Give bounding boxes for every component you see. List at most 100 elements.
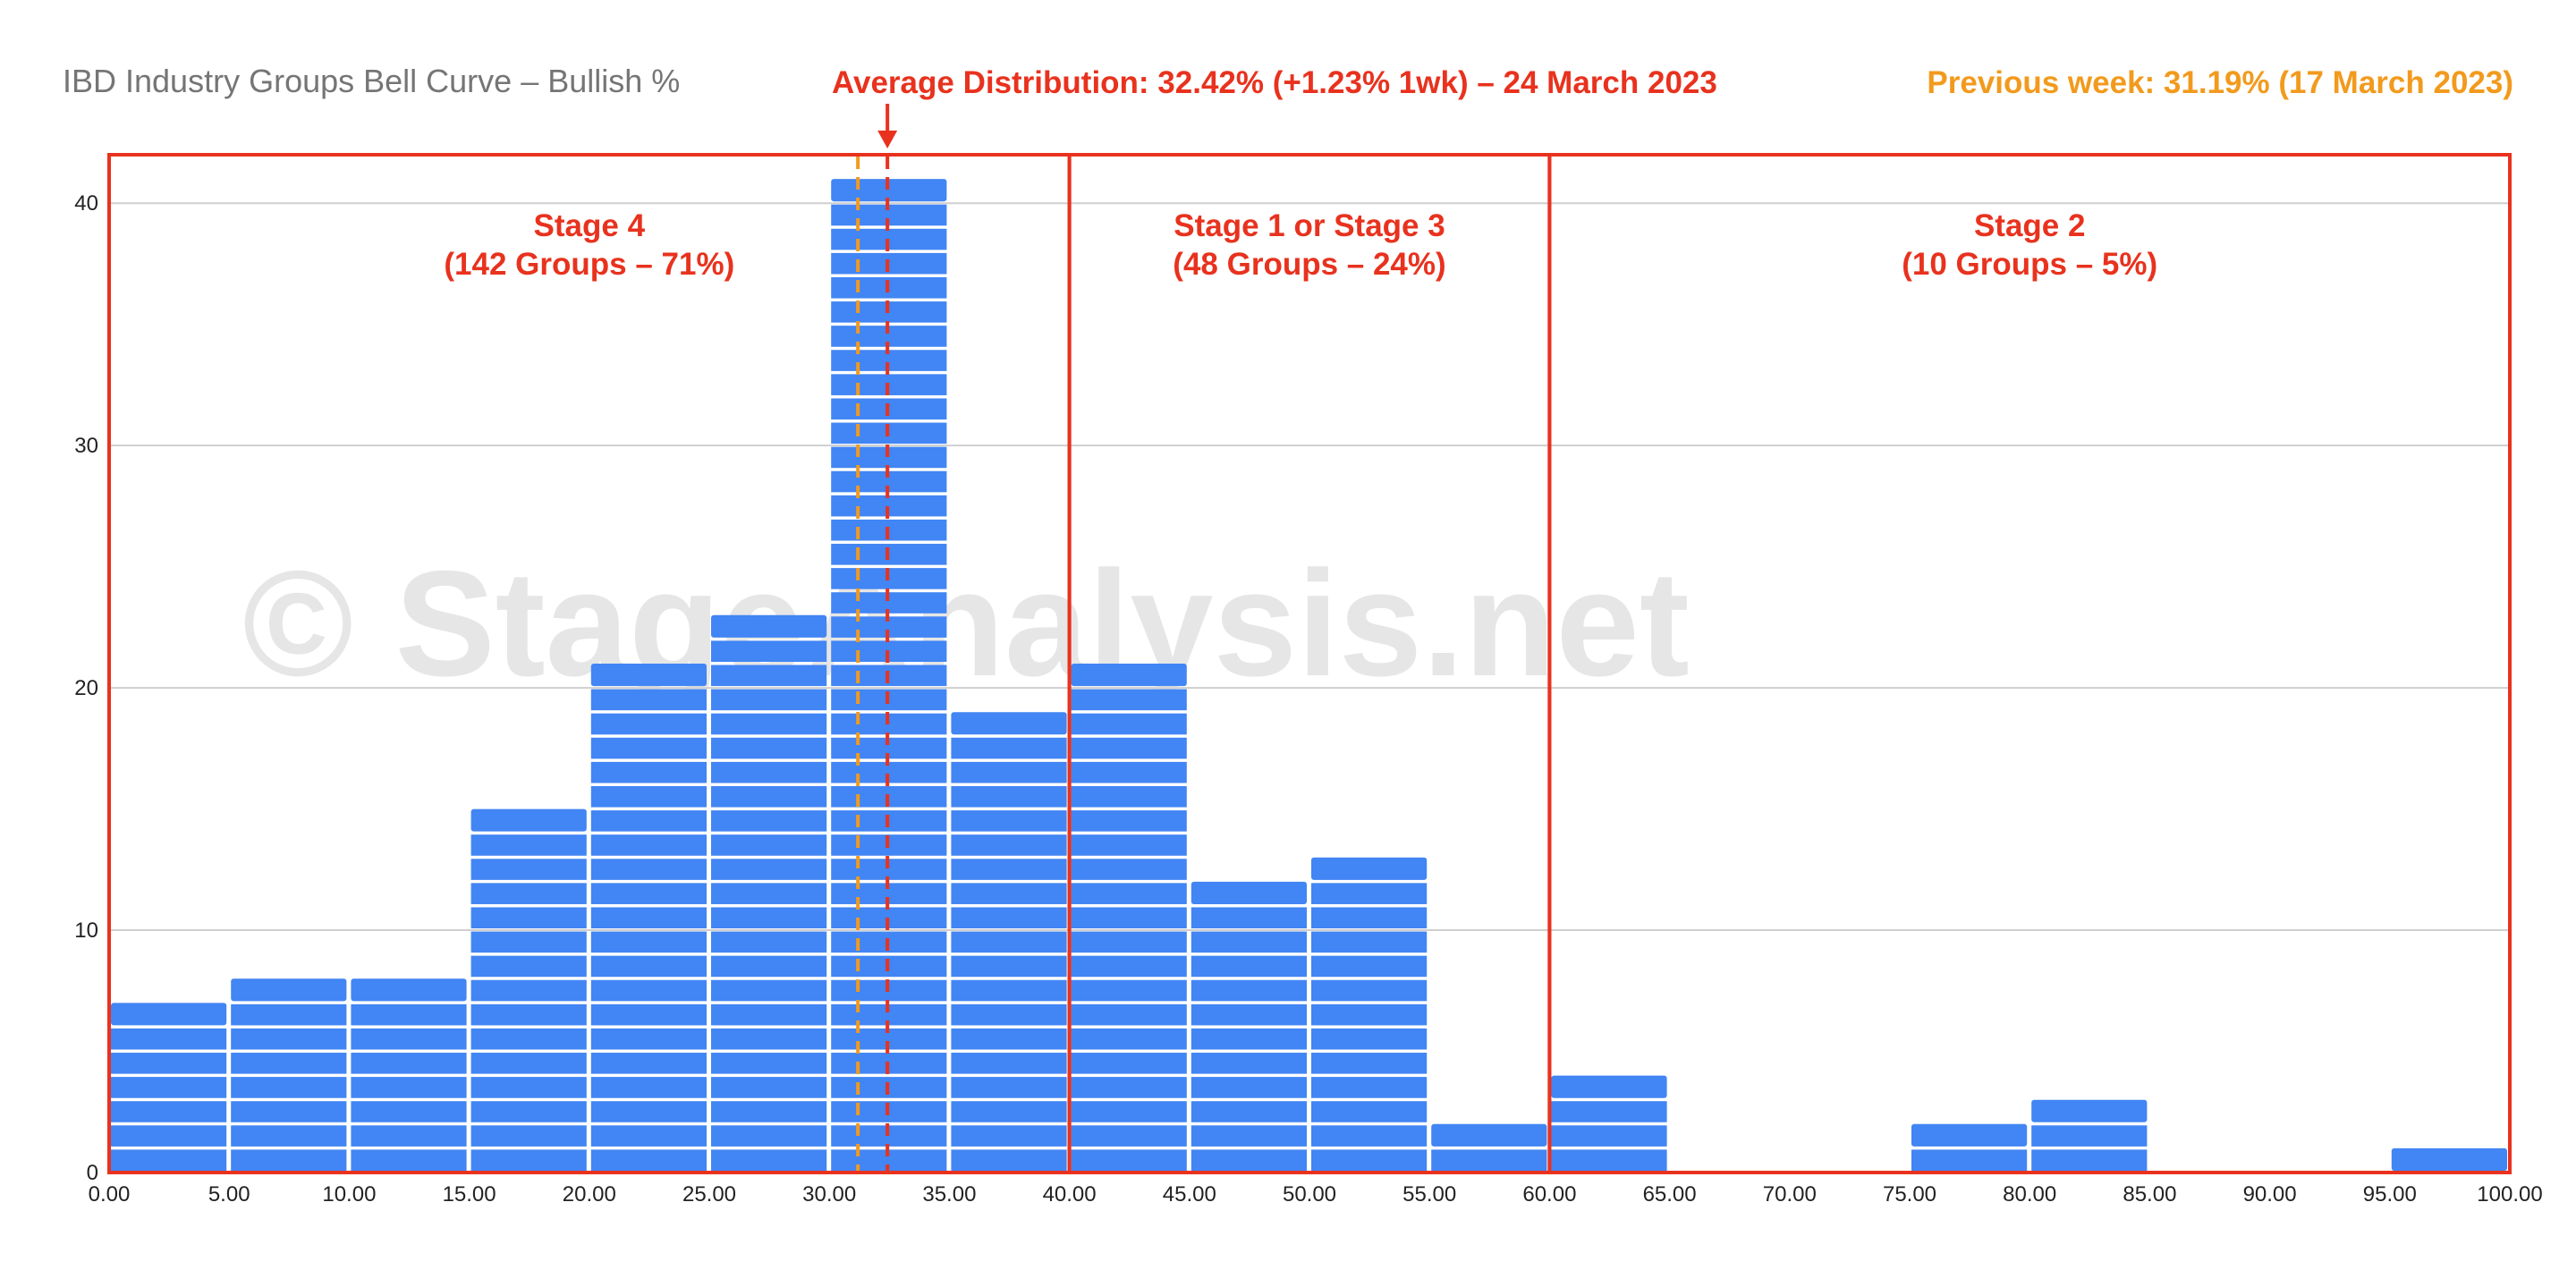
bar-segment — [470, 1125, 587, 1147]
bar-segment — [711, 1125, 827, 1147]
bar-segment — [2031, 1099, 2148, 1122]
stage-groups-label: (10 Groups – 5%) — [1902, 247, 2157, 282]
bar-segment — [1071, 955, 1187, 978]
bar-segment — [1071, 689, 1187, 711]
bar-segment — [1071, 1101, 1187, 1122]
bar-segment — [470, 1149, 587, 1171]
bar-segment — [1071, 1149, 1187, 1171]
bar — [711, 614, 827, 1171]
bar-segment — [590, 955, 707, 978]
bar-segment — [1191, 979, 1307, 1002]
bar-segment — [231, 1077, 347, 1098]
x-tick-label: 60.00 — [1522, 1182, 1576, 1206]
y-tick-label: 20 — [74, 676, 98, 700]
bar-segment — [1071, 810, 1187, 832]
stage-region: Stage 1 or Stage 3 (48 Groups – 24%) — [1067, 153, 1552, 1174]
bar — [1431, 1123, 1547, 1171]
bar-segment — [111, 1053, 227, 1074]
bar-segment — [1071, 979, 1187, 1002]
bar — [2391, 1147, 2507, 1171]
bar-segment — [951, 931, 1067, 953]
x-tick-label: 85.00 — [2123, 1182, 2176, 1206]
bar-segment — [1311, 931, 1428, 953]
y-tick-label: 40 — [74, 191, 98, 216]
bar-segment — [1311, 1077, 1428, 1098]
bar-segment — [1191, 1125, 1307, 1147]
bar-segment — [351, 1053, 467, 1074]
x-tick-label: 50.00 — [1283, 1182, 1336, 1206]
x-axis-ticks: 0.00 5.00 10.00 15.00 20.00 25.00 30.00 35.00 40… — [89, 1182, 2543, 1206]
bar-segment — [590, 785, 707, 808]
bar-segment — [590, 1053, 707, 1074]
x-tick-label: 70.00 — [1763, 1182, 1817, 1206]
y-tick-label: 30 — [74, 434, 98, 458]
bar-segment — [951, 1003, 1067, 1026]
bar-segment — [1911, 1149, 2028, 1171]
bar-segment — [590, 1125, 707, 1147]
x-tick-label: 80.00 — [2003, 1182, 2056, 1206]
bar-segment — [1071, 737, 1187, 759]
x-tick-label: 35.00 — [922, 1182, 976, 1206]
bar-segment — [470, 1101, 587, 1122]
bar-segment — [1071, 1053, 1187, 1074]
bar-segment — [2031, 1125, 2148, 1147]
bar-segment — [1191, 907, 1307, 929]
bar-segment — [951, 785, 1067, 808]
bar-segment — [231, 1053, 347, 1074]
bar — [1071, 664, 1187, 1171]
stage-groups-label: (48 Groups – 24%) — [1173, 247, 1445, 282]
stage-region: Stage 4 (142 Groups – 71%) — [107, 153, 1072, 1174]
bar-segment — [831, 761, 947, 783]
bar-segment — [1071, 785, 1187, 808]
bar — [111, 1003, 227, 1171]
bar-segment — [1311, 883, 1428, 904]
bar-segment — [470, 883, 587, 904]
bar-segment — [590, 979, 707, 1002]
bar-segment — [351, 1125, 467, 1147]
bar-segment — [590, 689, 707, 711]
bar-segment — [831, 592, 947, 614]
bar-segment — [1911, 1123, 2028, 1147]
bar-segment — [1311, 1003, 1428, 1026]
bar-segment — [831, 350, 947, 371]
bar-segment — [711, 1053, 827, 1074]
bar-segment — [111, 1125, 227, 1147]
bar-segment — [111, 1101, 227, 1122]
bar-segment — [831, 616, 947, 638]
stage-label: Stage 4 — [534, 208, 646, 243]
bar-segment — [231, 1003, 347, 1026]
bar-segment — [711, 689, 827, 711]
bar-segment — [711, 640, 827, 662]
bar-segment — [470, 907, 587, 929]
reference-lines — [856, 157, 890, 1173]
bar-segment — [590, 931, 707, 953]
bar-segment — [1311, 907, 1428, 929]
bar-segment — [951, 1028, 1067, 1050]
bar-segment — [1071, 1125, 1187, 1147]
bar-segment — [111, 1149, 227, 1171]
bar-segment — [351, 1003, 467, 1026]
bar-segment — [1551, 1149, 1667, 1171]
bar-segment — [831, 1149, 947, 1171]
average-distribution-label: Average Distribution: 32.42% (+1.23% 1wk… — [832, 65, 1717, 100]
bar-segment — [351, 978, 467, 1002]
bar-segment — [470, 1003, 587, 1026]
bar-segment — [1071, 859, 1187, 880]
bar-segment — [1071, 664, 1187, 687]
bar-segment — [711, 713, 827, 735]
bar-segment — [711, 1028, 827, 1050]
bar-segment — [1191, 931, 1307, 953]
bar — [470, 809, 587, 1171]
y-tick-label: 10 — [74, 919, 98, 943]
bar-segment — [951, 761, 1067, 783]
bar-segment — [111, 1077, 227, 1098]
bar-segment — [711, 955, 827, 978]
bar-segment — [951, 1101, 1067, 1122]
bar-segment — [1071, 883, 1187, 904]
chart-title: IBD Industry Groups Bell Curve – Bullish… — [63, 63, 680, 99]
bar-segment — [831, 1125, 947, 1147]
arrow-head — [877, 131, 898, 148]
x-tick-label: 5.00 — [208, 1182, 250, 1206]
bar — [351, 978, 467, 1171]
bar-segment — [711, 737, 827, 759]
